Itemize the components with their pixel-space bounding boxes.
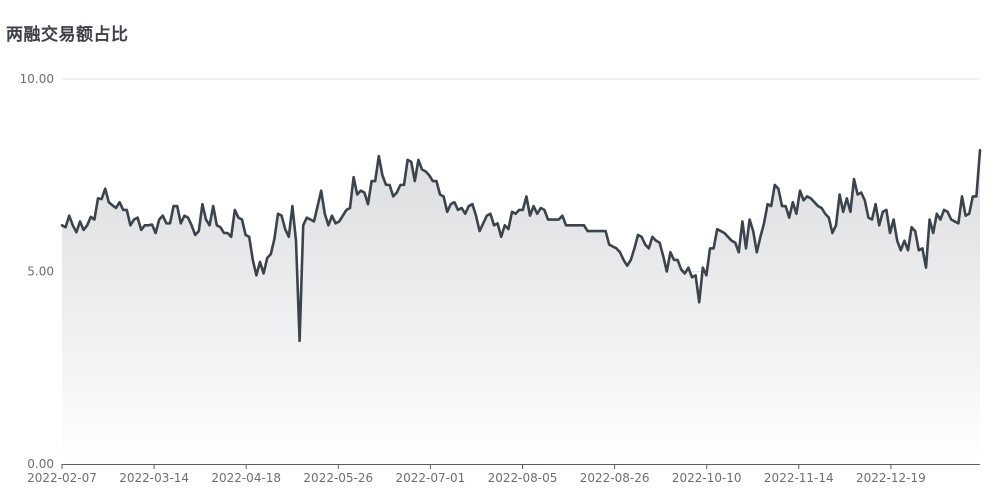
area-fill [62,150,980,464]
y-tick-label: 5.00 [27,265,54,279]
x-tick-label: 2022-11-14 [764,471,834,485]
x-tick-label: 2022-10-10 [672,471,742,485]
x-tick-label: 2022-08-05 [488,471,558,485]
x-tick-label: 2022-07-01 [396,471,466,485]
series-line-layer [60,148,982,343]
series-line [60,148,982,343]
x-tick-labels: 2022-02-07 2022-03-14 2022-04-18 2022-05-26… [27,471,926,485]
y-tick-label: 0.00 [27,457,54,471]
x-tick-label: 2022-12-19 [856,471,926,485]
y-tick-label: 10.00 [20,72,54,86]
x-tick-label: 2022-04-18 [211,471,281,485]
x-tick-label: 2022-03-14 [119,471,189,485]
x-tick-label: 2022-05-26 [303,471,373,485]
area-fill-layer [62,150,980,464]
y-tick-labels: 0.00 5.00 10.00 [20,72,54,471]
axes [61,464,980,469]
x-tick-label: 2022-02-07 [27,471,97,485]
x-tick-label: 2022-08-26 [580,471,650,485]
chart-title: 两融交易额占比 [6,25,129,45]
